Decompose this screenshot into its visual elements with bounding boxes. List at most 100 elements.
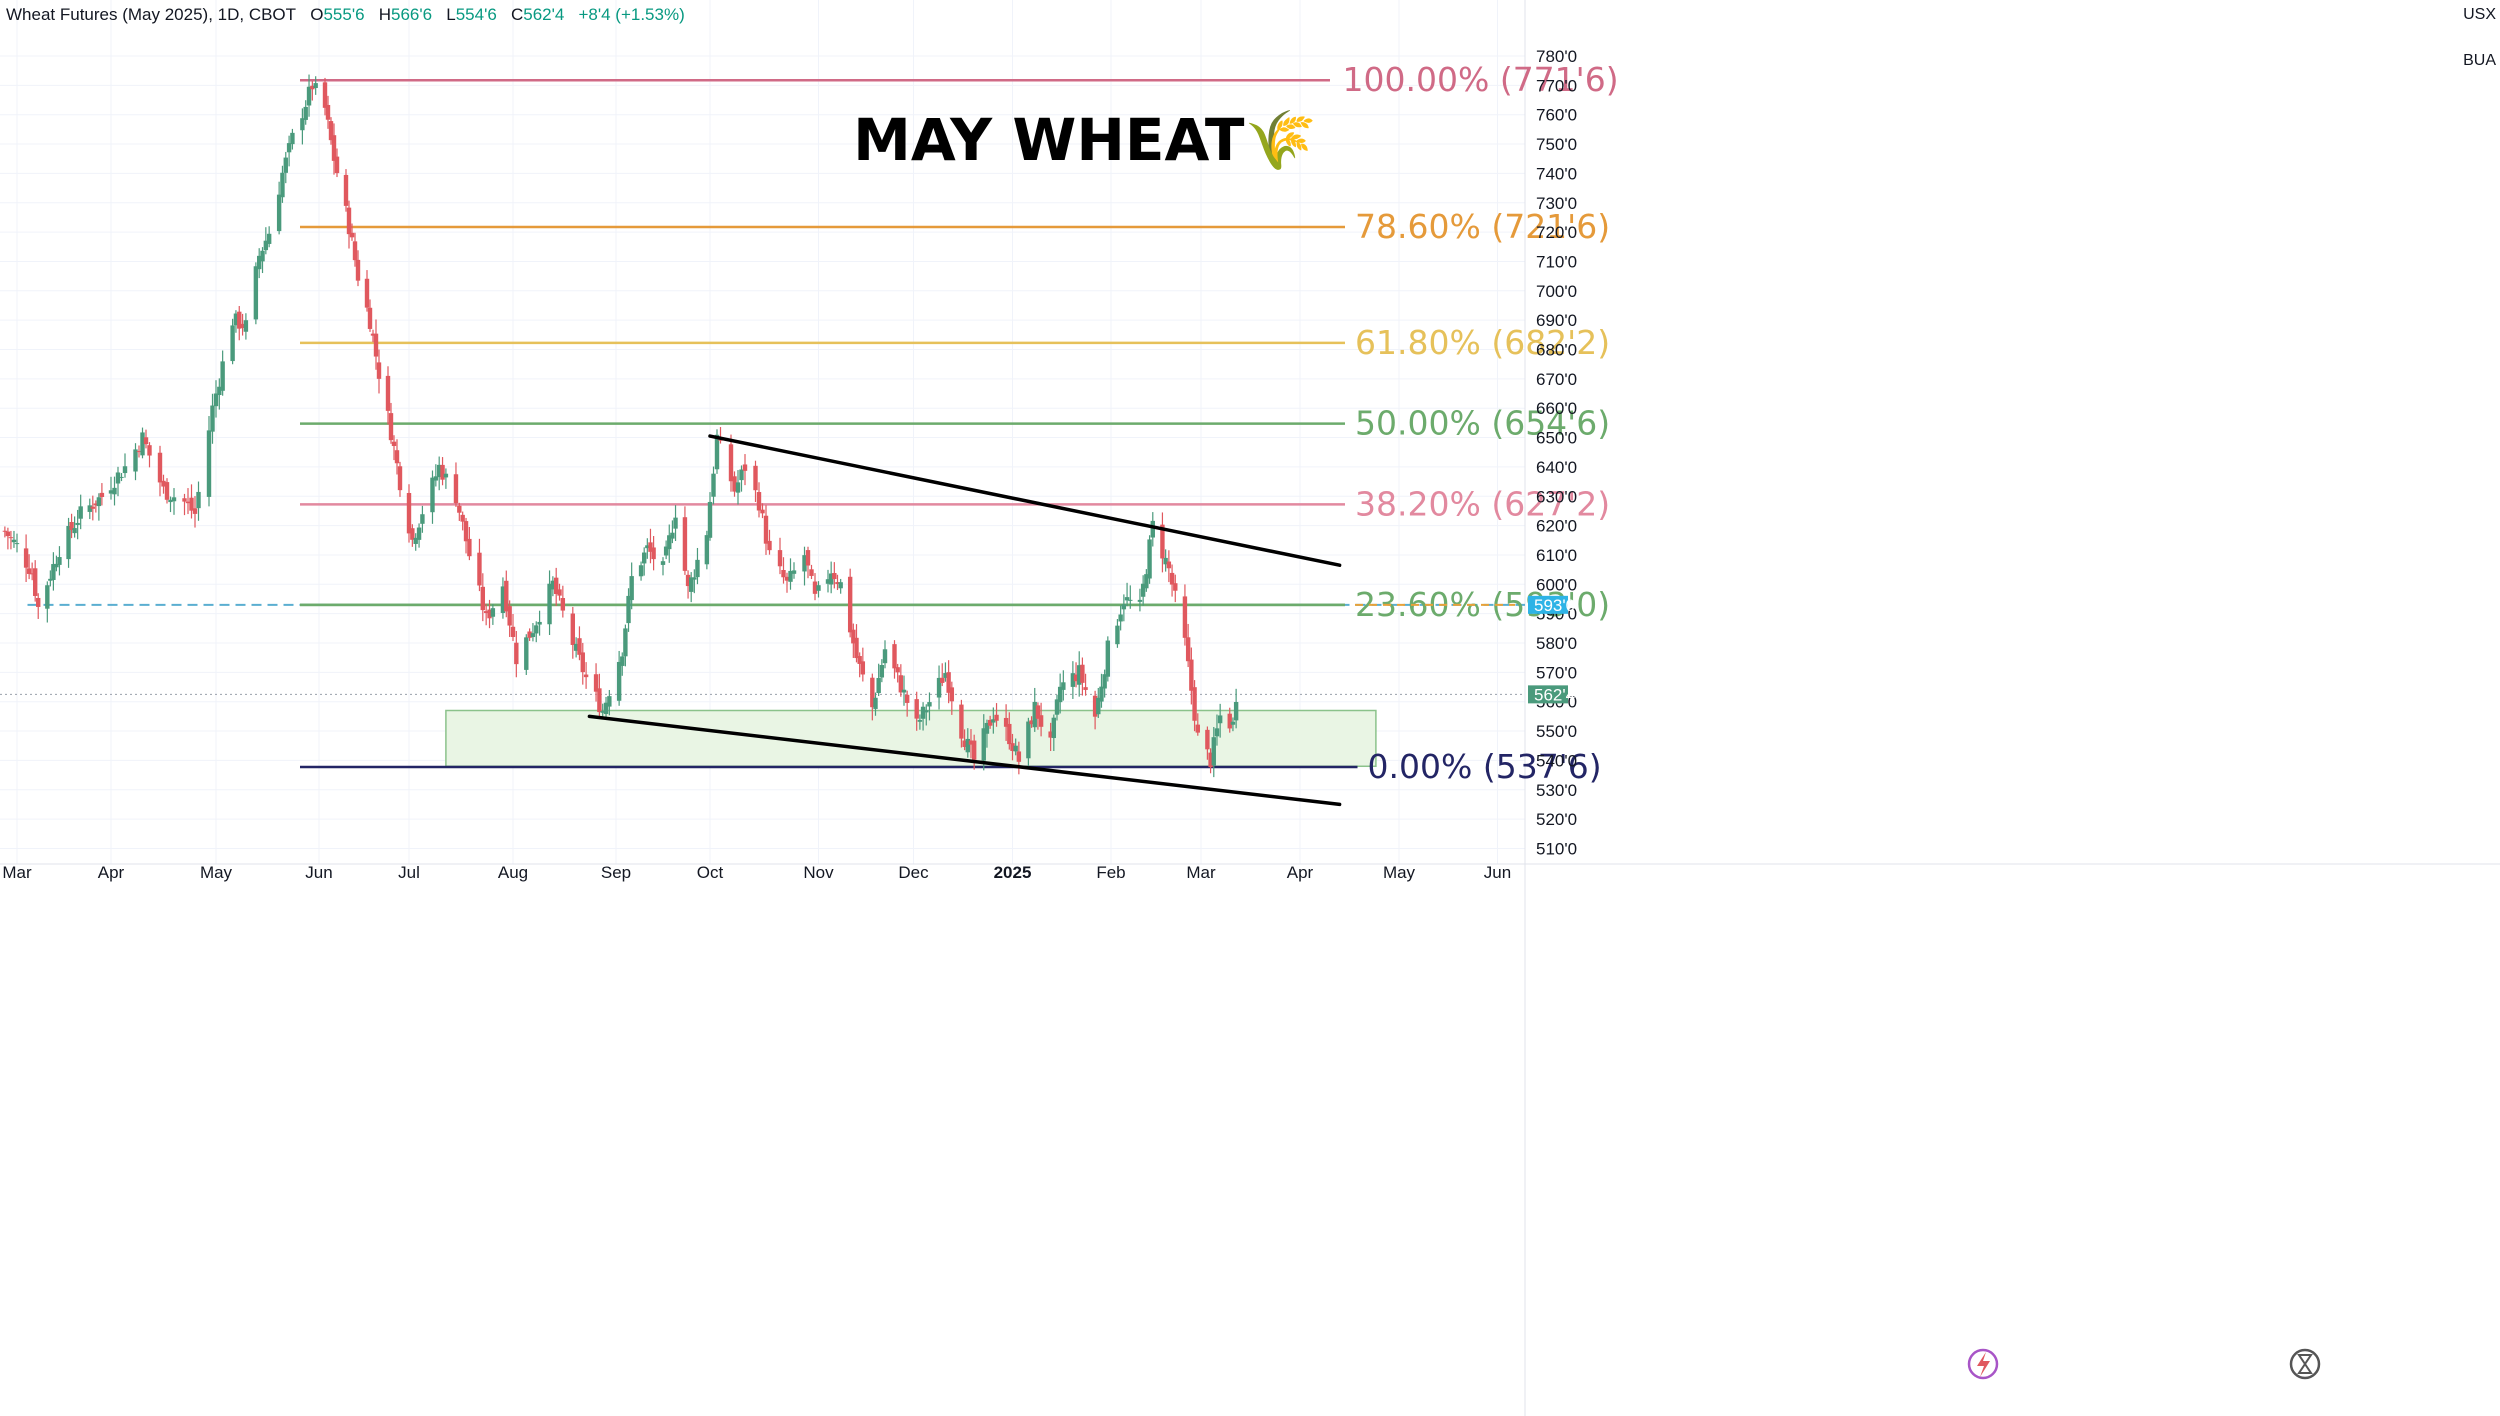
- candle-body: [1105, 640, 1111, 677]
- candle-body: [280, 172, 285, 198]
- price-tick-label: 760'0: [1536, 106, 1577, 125]
- candle-body: [260, 250, 265, 262]
- candle-body: [480, 586, 486, 611]
- candle-body: [430, 477, 435, 513]
- candle-body: [1048, 731, 1053, 738]
- currency-label[interactable]: USX: [2463, 6, 2496, 23]
- time-tick-label: Nov: [803, 863, 834, 882]
- candle-body: [987, 719, 993, 726]
- candle-body: [220, 361, 225, 391]
- candle-body: [854, 637, 859, 659]
- candle-body: [507, 606, 512, 626]
- candle-body: [739, 469, 744, 481]
- time-axis[interactable]: Mar Apr May Jun Jul Aug Sep Oct Nov Dec 2025 Feb Mar…: [2, 863, 1511, 882]
- candle-body: [477, 552, 482, 586]
- trendline[interactable]: [587, 714, 1342, 807]
- replay-icon[interactable]: [2289, 1348, 2321, 1380]
- candle-body: [1128, 599, 1133, 601]
- candle-body: [879, 665, 885, 678]
- candle-body: [45, 585, 50, 609]
- candle-body: [26, 568, 32, 574]
- candle-body: [185, 501, 191, 504]
- price-tick-label: 610'0: [1536, 546, 1577, 565]
- candle-body: [328, 121, 334, 141]
- candle-body: [917, 720, 923, 722]
- symbol-label[interactable]: Wheat Futures (May 2025), 1D, CBOT: [6, 5, 297, 24]
- candle-body: [283, 157, 288, 173]
- candle-body: [14, 543, 20, 545]
- candle-body: [243, 320, 249, 332]
- candle-body: [171, 497, 177, 502]
- lightning-icon[interactable]: [1967, 1348, 1999, 1380]
- candle-body: [971, 740, 977, 760]
- price-tick-label: 620'0: [1536, 517, 1577, 536]
- candle-body: [1121, 604, 1127, 610]
- fib-label: 50.00% (654'6): [1355, 404, 1610, 443]
- candle-body: [112, 487, 117, 495]
- candle-body: [667, 535, 672, 550]
- price-tick-label: 720'0: [1536, 223, 1577, 242]
- candle-body: [616, 661, 622, 701]
- candle-body: [213, 393, 219, 407]
- candle-body: [457, 505, 462, 513]
- price-tick-label: 640'0: [1536, 458, 1577, 477]
- candle-body: [463, 521, 469, 542]
- candle-body: [573, 643, 579, 651]
- candle-body: [391, 441, 397, 447]
- candle-body: [1124, 597, 1130, 601]
- candle-body: [1182, 596, 1188, 638]
- candle-body: [266, 233, 272, 244]
- candle-body: [968, 740, 974, 745]
- candle-body: [1099, 686, 1104, 702]
- fibonacci-labels: 100.00% (771'6) 78.60% (721'6) 61.80% (682…: [1343, 60, 1619, 786]
- trendline[interactable]: [708, 434, 1342, 567]
- candle-body: [732, 476, 737, 492]
- candle-body: [828, 573, 834, 585]
- fib-label: 100.00% (771'6): [1343, 60, 1619, 99]
- candle-body: [949, 687, 955, 702]
- price-tick-label: 770'0: [1536, 76, 1577, 95]
- candle-body: [832, 572, 837, 580]
- candle-body: [66, 525, 71, 560]
- candle-body: [927, 702, 932, 707]
- candle-body: [735, 482, 741, 493]
- candle-body: [901, 689, 907, 693]
- candle-body: [133, 449, 138, 472]
- candle-body: [276, 194, 282, 232]
- candle-body: [263, 240, 269, 251]
- candle-body: [1080, 664, 1085, 683]
- candle-body: [406, 492, 412, 534]
- candle-body: [530, 633, 536, 638]
- candle-body: [1115, 625, 1120, 645]
- candle-body: [48, 578, 53, 581]
- change-value: +8'4 (+1.53%): [578, 5, 685, 24]
- price-tick-label: 740'0: [1536, 164, 1577, 183]
- candle-body: [689, 577, 694, 592]
- candle-body: [781, 570, 786, 578]
- candle-body: [147, 445, 152, 456]
- price-tick-label: 540'0: [1536, 751, 1577, 770]
- candle-body: [51, 564, 56, 580]
- candle-body: [1070, 673, 1076, 687]
- candle-body: [303, 106, 308, 120]
- price-tick-label: 520'0: [1536, 810, 1577, 829]
- candle-body: [346, 207, 352, 235]
- high-value: 566'6: [390, 5, 433, 24]
- candle-body: [629, 576, 634, 601]
- price-axis[interactable]: 780'0 770'0 760'0 750'0 740'0 730'0 720'0 710'0…: [1536, 47, 1577, 858]
- unit-label[interactable]: BUA: [2463, 52, 2496, 69]
- candle-body: [433, 476, 439, 481]
- candle-body: [547, 583, 552, 625]
- price-tag-bg: [1528, 685, 1568, 704]
- low-label: L: [446, 5, 456, 24]
- candle-body: [1035, 705, 1041, 719]
- candle-body: [670, 532, 675, 539]
- candle-body: [504, 580, 509, 612]
- time-tick-label: Jun: [305, 863, 332, 882]
- candle-body: [534, 625, 539, 634]
- candle-body: [711, 473, 716, 497]
- candle-body: [816, 585, 821, 591]
- candle-body: [57, 557, 62, 565]
- candle-body: [1137, 599, 1143, 602]
